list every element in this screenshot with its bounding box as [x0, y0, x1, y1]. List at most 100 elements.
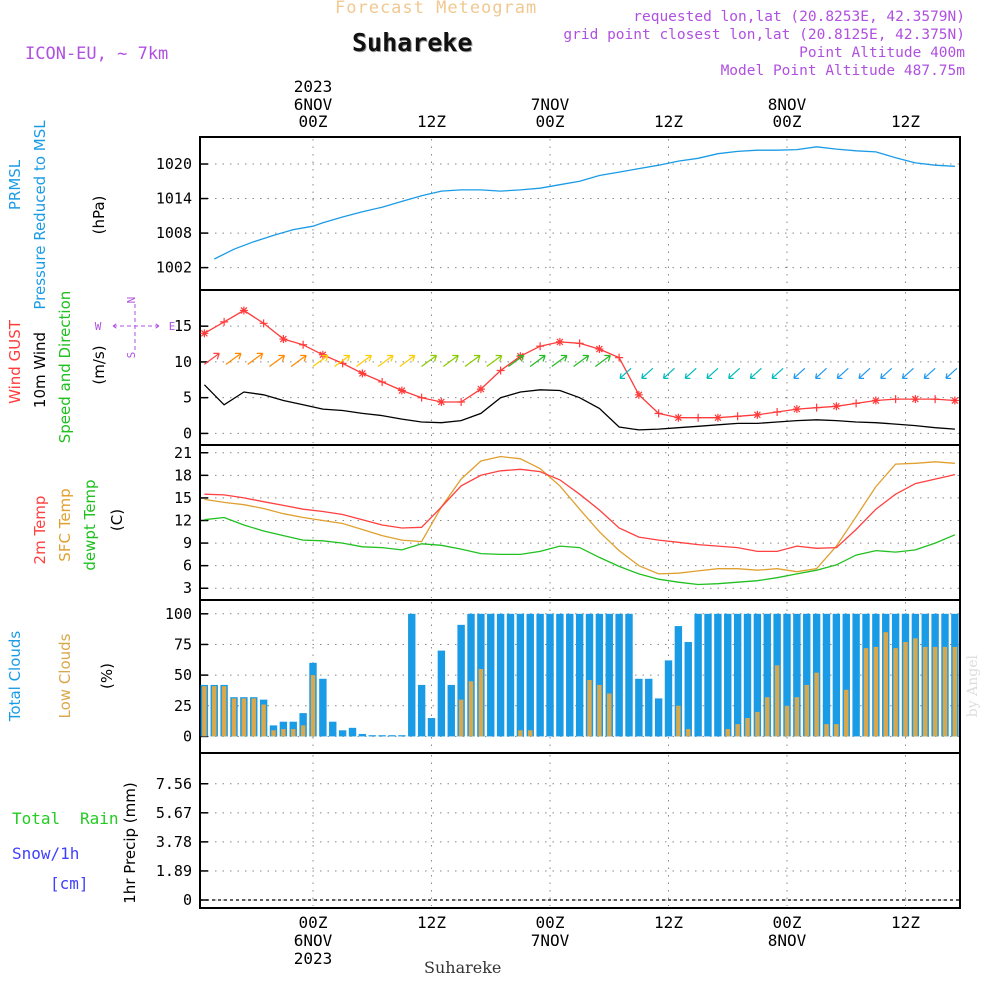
wind-arrow: [641, 367, 654, 379]
low-cloud-bar: [300, 725, 306, 737]
low-cloud-bar: [932, 646, 938, 737]
chart-subtitle: Forecast Meteogram: [335, 0, 538, 18]
top-hour-label: 12Z: [417, 112, 446, 131]
low-cloud-bar: [883, 632, 888, 737]
gust-marker: [753, 410, 762, 419]
y-tick-label: 0: [183, 424, 192, 442]
low-cloud-bar: [952, 646, 958, 737]
gust-marker: [654, 409, 663, 418]
gust-marker: [575, 339, 584, 348]
wind-arrow: [923, 367, 936, 379]
y-tick-label: 100: [165, 605, 192, 623]
low-cloud-bar: [310, 675, 316, 737]
total-cloud-bar: [645, 678, 653, 737]
low-cloud-bar: [814, 672, 819, 737]
bottom-hour-label: 12Z: [891, 913, 920, 932]
low-cloud-bar: [913, 638, 918, 737]
top-hour-label: 00Z: [773, 112, 802, 131]
low-cloud-bar: [725, 729, 730, 737]
panel-unit-ms: (m/s): [90, 345, 108, 384]
wind-arrow: [334, 354, 351, 367]
t2m-line: [204, 468, 956, 553]
compass-n: N: [125, 297, 138, 304]
model-altitude: Model Point Altitude 487.75m: [720, 63, 965, 79]
y-tick-label: 15: [174, 317, 192, 335]
bottom-hour-label: 12Z: [417, 913, 446, 932]
top-hour-label: 12Z: [654, 112, 683, 131]
gust-marker: [615, 353, 624, 362]
low-cloud-bar: [676, 705, 681, 737]
wind-arrow: [945, 367, 958, 379]
y-tick-label: 3: [183, 579, 192, 597]
y-tick-label: 7.56: [156, 775, 192, 793]
y-tick-label: 18: [174, 466, 192, 484]
total-cloud-bar: [348, 727, 357, 737]
gust-marker: [299, 340, 308, 349]
total-cloud-bar: [753, 613, 762, 737]
total-cloud-bar: [388, 735, 396, 737]
wind-arrow: [486, 354, 503, 367]
total-cloud-bar: [437, 650, 446, 737]
y-tick-label: 1014: [156, 190, 192, 208]
y-tick-label: 6: [183, 557, 192, 575]
gust-marker: [536, 342, 545, 351]
wind-arrow: [225, 352, 242, 365]
top-hour-label: 00Z: [536, 112, 565, 131]
total-cloud-bar: [546, 613, 554, 737]
total-cloud-bar: [319, 678, 327, 737]
total-cloud-bar: [842, 613, 850, 737]
top-day-label: 6NOV: [294, 95, 333, 114]
low-cloud-bar: [202, 686, 207, 737]
sfc-temp-line: [204, 455, 955, 575]
total-cloud-bar: [733, 613, 742, 737]
total-cloud-bar: [447, 684, 455, 737]
panel-unit-c: (C): [108, 509, 126, 531]
panel-unit-mm: 1hr Precip (mm): [121, 782, 139, 903]
bottom-year-label: 2023: [294, 949, 333, 968]
compass-w: W: [95, 320, 102, 333]
total-cloud-bar: [704, 613, 712, 737]
top-year-label: 2023: [294, 77, 333, 96]
y-tick-label: 9: [183, 534, 192, 552]
wind-arrow: [836, 367, 849, 379]
gust-marker: [516, 352, 525, 361]
total-cloud-bar: [803, 613, 811, 737]
wind-arrow: [771, 367, 784, 379]
total-cloud-bar: [694, 613, 702, 737]
gust-marker: [871, 396, 880, 405]
bottom-hour-label: 00Z: [773, 913, 802, 932]
low-cloud-bar: [281, 729, 286, 737]
total-cloud-bar: [467, 613, 475, 737]
wind-arrow: [269, 354, 286, 367]
bottom-day-label: 7NOV: [531, 931, 570, 950]
low-cloud-bar: [735, 724, 740, 737]
bottom-hour-label: 00Z: [299, 913, 328, 932]
total-cloud-bar: [299, 713, 307, 737]
gust-marker: [931, 395, 940, 404]
wind-arrow: [706, 367, 719, 379]
gust-marker: [733, 412, 742, 421]
y-tick-label: 21: [174, 444, 192, 462]
low-cloud-bar: [261, 704, 266, 737]
total-cloud-bar: [822, 613, 831, 737]
low-cloud-bar: [587, 680, 592, 737]
low-cloud-bar: [478, 668, 484, 737]
top-day-label: 7NOV: [531, 95, 570, 114]
low-cloud-bar: [221, 686, 227, 737]
total-cloud-bar: [427, 718, 436, 737]
panel-frame-4: [199, 752, 961, 909]
low-cloud-bar: [231, 698, 237, 737]
panel-label-rain: Rain: [80, 809, 119, 828]
y-tick-label: 1020: [156, 155, 192, 173]
low-cloud-bar: [784, 705, 790, 737]
top-day-label: 8NOV: [768, 95, 807, 114]
gust-marker: [476, 385, 485, 394]
total-cloud-bar: [832, 613, 841, 737]
bottom-day-label: 6NOV: [294, 931, 333, 950]
total-cloud-bar: [536, 613, 544, 737]
wind-arrow: [594, 354, 611, 367]
wind-arrow: [684, 367, 697, 379]
total-cloud-bar: [457, 624, 465, 737]
total-cloud-bar: [615, 613, 623, 737]
panel-label-cm: [cm]: [50, 874, 89, 893]
